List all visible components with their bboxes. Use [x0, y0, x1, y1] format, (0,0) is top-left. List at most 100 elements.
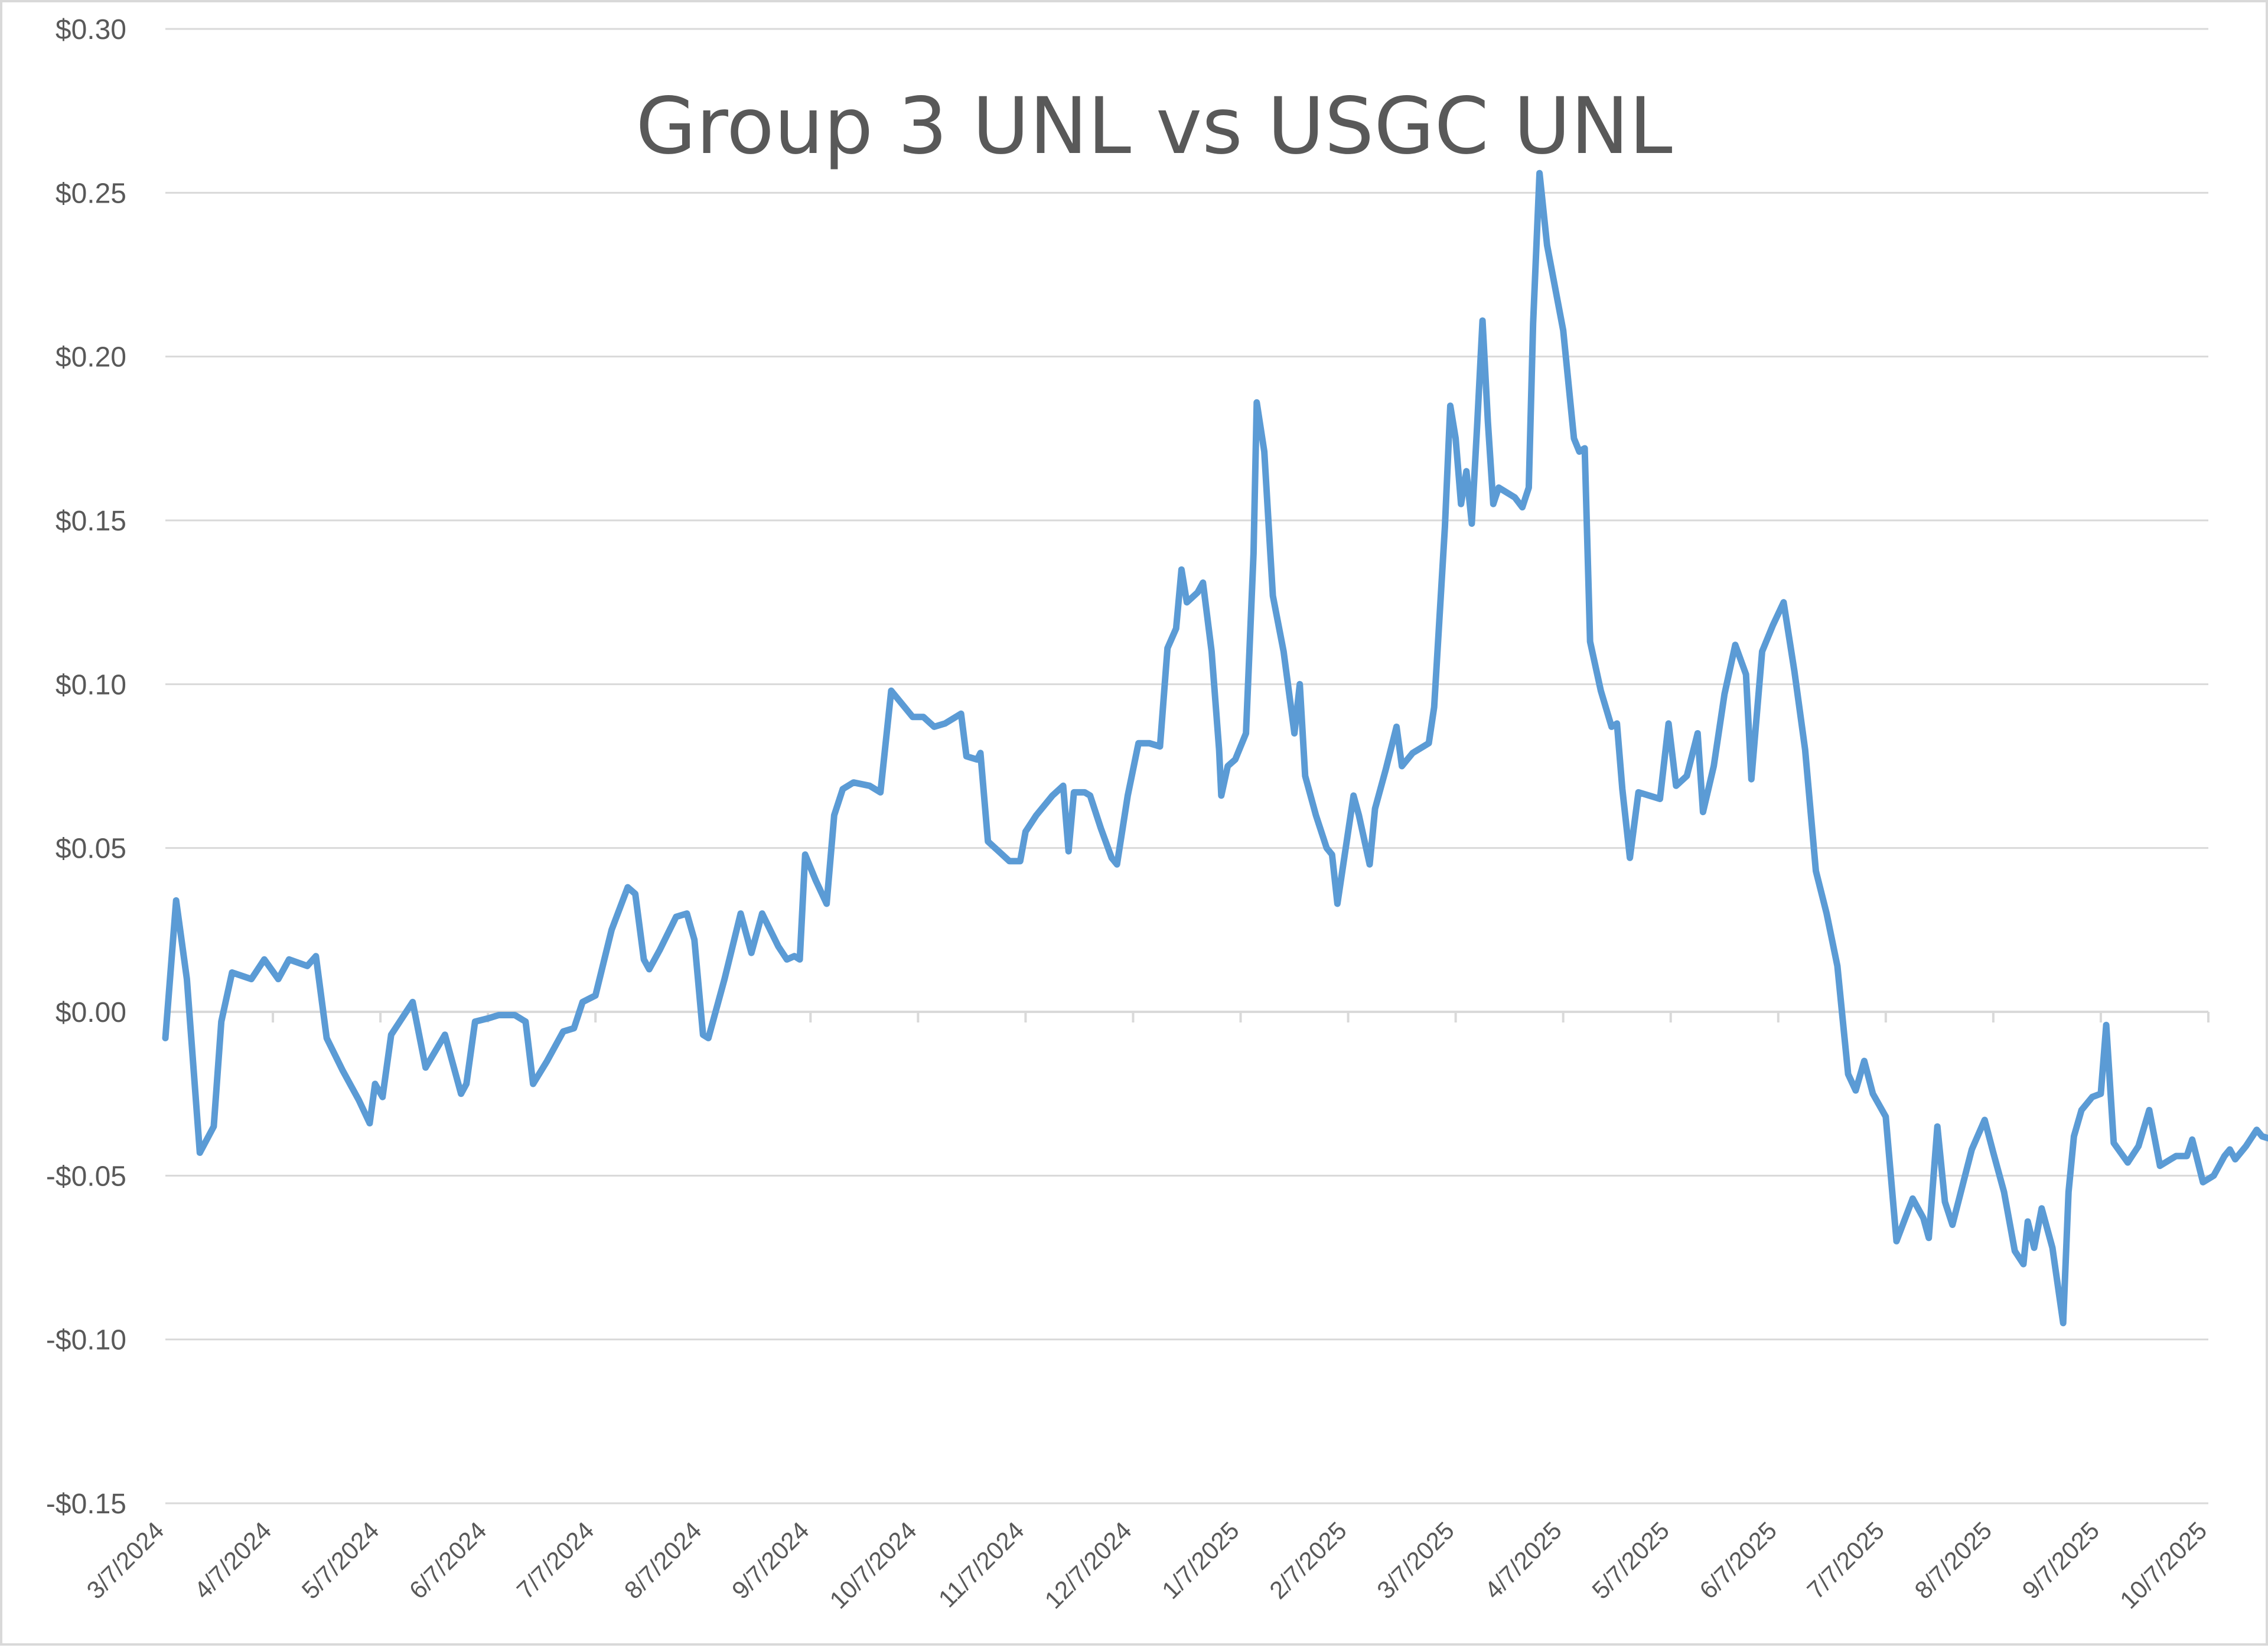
data-point — [465, 1083, 467, 1084]
data-point — [2137, 1145, 2139, 1147]
data-point — [1374, 808, 1376, 810]
data-point — [374, 1083, 376, 1084]
data-point — [1385, 768, 1387, 770]
data-point — [627, 887, 628, 888]
data-point — [1713, 766, 1715, 767]
data-point — [186, 978, 188, 980]
data-point — [1326, 847, 1328, 849]
data-point — [1245, 732, 1247, 734]
data-point — [815, 880, 817, 882]
data-point — [912, 716, 914, 718]
data-point — [2229, 1149, 2231, 1150]
data-point — [425, 1067, 426, 1069]
data-point — [1175, 628, 1177, 629]
data-point — [2148, 1109, 2150, 1111]
data-point — [487, 1018, 489, 1020]
data-point — [1836, 965, 1838, 967]
data-point — [2052, 1247, 2053, 1249]
data-point — [1675, 785, 1677, 787]
data-point — [804, 854, 806, 855]
data-point — [1234, 758, 1236, 760]
data-point — [1971, 1149, 1973, 1150]
x-tick-label: 2/7/2025 — [1264, 1516, 1352, 1604]
data-point — [2159, 1165, 2161, 1167]
data-point — [1455, 438, 1456, 439]
data-point — [1471, 523, 1472, 525]
data-point — [1089, 794, 1091, 796]
data-point — [686, 913, 687, 914]
data-point — [1111, 857, 1113, 859]
y-tick-label: $0.20 — [56, 342, 126, 373]
data-point — [1546, 245, 1548, 246]
data-point — [2027, 1221, 2029, 1222]
data-point — [1498, 487, 1500, 488]
x-tick-label: 9/7/2024 — [726, 1516, 814, 1604]
data-point — [740, 913, 741, 914]
data-point — [693, 939, 695, 940]
data-point — [1073, 792, 1075, 793]
data-point — [1493, 503, 1494, 505]
data-point — [1256, 402, 1257, 403]
data-point — [1025, 830, 1027, 832]
data-point — [342, 1070, 344, 1071]
x-tick-label: 11/7/2024 — [933, 1516, 1029, 1613]
y-tick-label: $0.10 — [56, 669, 126, 701]
data-point — [1951, 1224, 1953, 1226]
x-tick-label: 5/7/2024 — [296, 1516, 384, 1604]
data-point — [1629, 857, 1631, 859]
x-axis — [164, 1011, 2210, 1022]
data-point — [263, 959, 265, 960]
data-point — [524, 1021, 526, 1022]
data-point — [546, 1060, 548, 1062]
data-point — [944, 722, 946, 724]
data-point — [890, 690, 892, 692]
data-point — [1331, 854, 1333, 855]
data-point — [869, 785, 871, 787]
data-point — [595, 995, 597, 996]
data-point — [2014, 1250, 2016, 1252]
data-point — [2062, 1322, 2064, 1324]
data-point — [220, 1021, 222, 1022]
data-point — [573, 1027, 575, 1029]
data-point — [987, 841, 989, 842]
data-point — [2186, 1155, 2188, 1157]
x-tick-label: 1/7/2025 — [1156, 1516, 1244, 1604]
data-point — [1621, 788, 1623, 790]
data-point — [1068, 851, 1070, 852]
data-point — [1353, 794, 1354, 796]
data-point — [1638, 792, 1640, 793]
data-point — [369, 1122, 370, 1124]
x-tick-label: 6/7/2025 — [1694, 1516, 1782, 1604]
data-point — [1579, 451, 1580, 452]
data-point — [1202, 582, 1204, 584]
data-point — [1428, 742, 1430, 744]
x-tick-label: 3/7/2024 — [82, 1516, 170, 1604]
data-point — [1148, 742, 1150, 744]
data-point — [1794, 670, 1795, 672]
data-point — [315, 955, 317, 957]
data-point — [1444, 526, 1446, 528]
data-point — [799, 959, 801, 960]
data-point — [634, 893, 636, 895]
data-point — [708, 1037, 709, 1039]
data-point — [1589, 641, 1591, 643]
data-point — [175, 900, 177, 901]
data-point — [2213, 1175, 2215, 1177]
data-point — [1460, 503, 1462, 505]
data-point — [1482, 320, 1484, 321]
data-point — [1847, 1073, 1849, 1075]
data-point — [498, 1014, 500, 1016]
data-point — [2170, 1158, 2172, 1160]
data-point — [250, 978, 252, 980]
data-point — [1562, 330, 1564, 331]
data-point — [1783, 601, 1784, 603]
data-point — [1532, 323, 1534, 325]
x-tick-label: 9/7/2025 — [2016, 1516, 2104, 1604]
data-point — [1885, 1116, 1886, 1118]
data-point — [1992, 1152, 1994, 1154]
data-point — [2191, 1139, 2193, 1141]
data-point — [1009, 860, 1011, 862]
data-point — [562, 1031, 564, 1033]
data-point — [1304, 775, 1306, 777]
